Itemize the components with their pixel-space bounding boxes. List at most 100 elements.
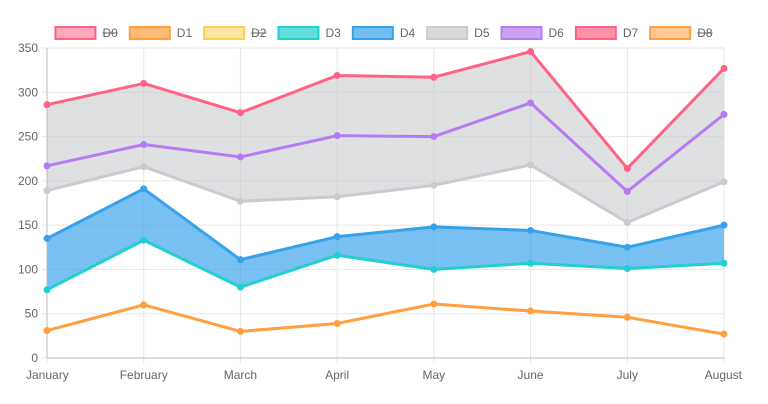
series-line-d1	[45, 302, 726, 336]
data-point-d6[interactable]	[140, 141, 148, 149]
legend-label: D5	[474, 26, 490, 40]
x-tick-label: April	[325, 368, 349, 382]
legend-item-d3[interactable]: D3	[277, 26, 341, 40]
x-tick-label: July	[617, 368, 638, 382]
legend-swatch	[426, 26, 469, 40]
data-point-d3[interactable]	[43, 286, 51, 294]
data-point-d4[interactable]	[527, 226, 535, 234]
data-point-d3[interactable]	[430, 265, 438, 273]
y-tick-label: 0	[31, 351, 38, 365]
legend-swatch	[128, 26, 171, 40]
series-line-d6	[45, 101, 726, 193]
data-point-d5[interactable]	[140, 163, 148, 171]
data-point-d1[interactable]	[140, 301, 148, 309]
legend-swatch	[203, 26, 246, 40]
data-point-d1[interactable]	[430, 300, 438, 308]
data-point-d5[interactable]	[333, 193, 341, 201]
y-tick-label: 50	[25, 307, 39, 321]
data-point-d6[interactable]	[527, 99, 535, 107]
legend-label: D6	[549, 26, 565, 40]
series-line-d3	[45, 238, 726, 292]
data-point-d7[interactable]	[720, 64, 728, 72]
legend-label: D7	[623, 26, 639, 40]
data-point-d6[interactable]	[333, 132, 341, 140]
data-point-d5[interactable]	[720, 178, 728, 186]
data-point-d6[interactable]	[623, 187, 631, 195]
legend-swatch	[54, 26, 97, 40]
data-point-d7[interactable]	[236, 109, 244, 117]
legend-item-d1[interactable]: D1	[128, 26, 193, 40]
legend-swatch	[277, 26, 320, 40]
legend-label: D4	[400, 26, 416, 40]
y-tick-label: 250	[18, 130, 38, 144]
legend-item-d7[interactable]: D7	[574, 26, 639, 40]
data-point-d7[interactable]	[43, 101, 51, 109]
data-point-d7[interactable]	[333, 71, 341, 79]
legend-swatch	[574, 26, 617, 40]
y-tick-label: 350	[18, 41, 38, 55]
data-point-d4[interactable]	[720, 221, 728, 229]
legend-swatch	[649, 26, 692, 40]
series-line-d4	[45, 187, 726, 262]
data-point-d6[interactable]	[236, 153, 244, 161]
legend-item-d2[interactable]: D2	[203, 26, 267, 40]
legend-item-d6[interactable]: D6	[500, 26, 565, 40]
data-point-d1[interactable]	[527, 307, 535, 315]
data-point-d1[interactable]	[720, 330, 728, 338]
data-point-d6[interactable]	[43, 162, 51, 170]
data-point-d6[interactable]	[430, 133, 438, 141]
legend-swatch	[351, 26, 394, 40]
data-point-d3[interactable]	[720, 259, 728, 267]
data-point-d4[interactable]	[236, 256, 244, 264]
y-tick-label: 150	[18, 218, 38, 232]
legend-item-d0[interactable]: D0	[54, 26, 118, 40]
data-point-d5[interactable]	[430, 181, 438, 189]
y-tick-label: 100	[18, 262, 38, 276]
data-point-d3[interactable]	[623, 265, 631, 273]
data-point-d6[interactable]	[720, 110, 728, 118]
point-layer	[43, 48, 728, 338]
data-point-d7[interactable]	[430, 73, 438, 81]
data-point-d4[interactable]	[140, 185, 148, 193]
data-point-d7[interactable]	[623, 164, 631, 172]
legend-item-d8[interactable]: D8	[649, 26, 713, 40]
data-point-d5[interactable]	[236, 197, 244, 205]
data-point-d3[interactable]	[527, 259, 535, 267]
y-tick-label: 200	[18, 174, 38, 188]
data-point-d1[interactable]	[623, 313, 631, 321]
legend-label: D3	[325, 26, 341, 40]
data-point-d5[interactable]	[527, 161, 535, 169]
axis-layer	[46, 48, 724, 359]
legend: D0 D1 D2 D3 D4 D5 D6 D7 D8	[54, 26, 713, 40]
series-line-d7	[45, 50, 726, 170]
x-tick-label: March	[224, 368, 257, 382]
data-point-d4[interactable]	[623, 243, 631, 251]
series-line-d5	[45, 163, 726, 224]
data-point-d3[interactable]	[140, 236, 148, 244]
x-tick-label: June	[518, 368, 544, 382]
line-layer	[45, 50, 726, 336]
x-tick-label: January	[26, 368, 69, 382]
data-point-d4[interactable]	[333, 233, 341, 241]
legend-item-d4[interactable]: D4	[351, 26, 416, 40]
data-point-d7[interactable]	[527, 48, 535, 56]
legend-label: D1	[177, 26, 193, 40]
data-point-d7[interactable]	[140, 79, 148, 87]
data-point-d4[interactable]	[430, 223, 438, 231]
x-tick-label: February	[120, 368, 168, 382]
data-point-d5[interactable]	[43, 187, 51, 195]
data-point-d1[interactable]	[43, 327, 51, 335]
y-tick-label: 300	[18, 85, 38, 99]
data-point-d1[interactable]	[236, 327, 244, 335]
data-point-d3[interactable]	[236, 283, 244, 291]
legend-swatch	[500, 26, 543, 40]
data-point-d3[interactable]	[333, 251, 341, 259]
x-tick-label: May	[423, 368, 446, 382]
data-point-d1[interactable]	[333, 319, 341, 327]
tick-layer: 0 50 100 150 200 250 300 350 January February Marc…	[18, 41, 743, 382]
data-point-d5[interactable]	[623, 218, 631, 226]
legend-item-d5[interactable]: D5	[426, 26, 490, 40]
data-point-d4[interactable]	[43, 234, 51, 242]
